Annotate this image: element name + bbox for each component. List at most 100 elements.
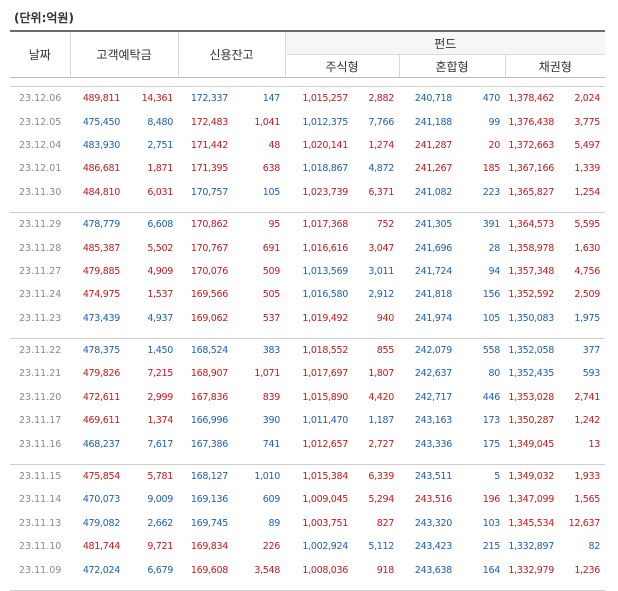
deposit-value: 474,975 bbox=[82, 289, 120, 301]
credit-change: 1,071 bbox=[254, 368, 281, 380]
stock-value: 1,012,375 bbox=[302, 116, 349, 128]
credit-change: 95 bbox=[268, 219, 281, 231]
credit-change: 839 bbox=[262, 391, 281, 403]
date-cell: 23.11.16 bbox=[19, 438, 62, 450]
deposit-value: 483,930 bbox=[82, 139, 120, 151]
deposit-value: 475,450 bbox=[82, 116, 120, 128]
mixed-change: 173 bbox=[482, 415, 501, 427]
credit-value: 171,395 bbox=[190, 163, 229, 175]
stock-change: 918 bbox=[376, 564, 395, 576]
deposit-change: 7,617 bbox=[147, 438, 174, 450]
bond-change: 82 bbox=[588, 541, 601, 553]
date-cell: 23.11.23 bbox=[19, 312, 62, 324]
credit-value: 170,767 bbox=[190, 242, 229, 254]
stock-value: 1,009,045 bbox=[302, 494, 349, 506]
mixed-change: 223 bbox=[482, 186, 501, 198]
credit-value: 169,062 bbox=[190, 312, 229, 324]
header-deposit: 고객예탁금 bbox=[69, 30, 179, 78]
table-row: 23.11.15 475,854 5,781 168,127 1,010 1,015,38… bbox=[10, 464, 605, 488]
credit-value: 167,386 bbox=[190, 438, 229, 450]
date-cell: 23.11.17 bbox=[19, 415, 62, 427]
bond-change: 5,497 bbox=[574, 139, 601, 151]
bond-value: 1,376,438 bbox=[508, 116, 555, 128]
mixed-value: 243,336 bbox=[414, 438, 453, 450]
table-row: 23.11.22 478,375 1,450 168,524 383 1,018,552 8… bbox=[10, 338, 605, 362]
bond-value: 1,349,032 bbox=[508, 471, 555, 483]
stock-value: 1,018,867 bbox=[302, 163, 349, 175]
deposit-change: 2,662 bbox=[147, 517, 174, 529]
separator-cell bbox=[10, 581, 606, 591]
stock-value: 1,017,697 bbox=[302, 368, 349, 380]
header-stock: 주식형 bbox=[284, 54, 400, 78]
mixed-value: 243,163 bbox=[414, 415, 453, 427]
stock-value: 1,011,470 bbox=[302, 415, 349, 427]
stock-change: 5,112 bbox=[368, 541, 395, 553]
bond-value: 1,364,573 bbox=[508, 219, 555, 231]
deposit-change: 9,009 bbox=[147, 494, 174, 506]
separator-cell bbox=[10, 203, 606, 213]
mixed-change: 446 bbox=[482, 391, 501, 403]
header-mixed: 혼합형 bbox=[398, 54, 506, 78]
credit-value: 169,136 bbox=[190, 494, 229, 506]
stock-change: 3,011 bbox=[368, 265, 395, 277]
date-cell: 23.12.04 bbox=[19, 139, 62, 151]
bond-change: 1,630 bbox=[574, 242, 601, 254]
date-cell: 23.11.09 bbox=[19, 564, 62, 576]
bond-change: 1,975 bbox=[574, 312, 601, 324]
credit-value: 169,834 bbox=[190, 541, 229, 553]
mixed-change: 215 bbox=[482, 541, 501, 553]
group-separator bbox=[10, 455, 606, 465]
credit-change: 537 bbox=[262, 312, 281, 324]
stock-value: 1,003,751 bbox=[302, 517, 349, 529]
mixed-change: 28 bbox=[488, 242, 501, 254]
table-row: 23.11.28 485,387 5,502 170,767 691 1,016,616 3… bbox=[10, 236, 605, 259]
date-cell: 23.11.28 bbox=[19, 242, 62, 254]
bond-value: 1,372,663 bbox=[508, 139, 555, 151]
stock-value: 1,008,036 bbox=[302, 564, 349, 576]
bond-value: 1,352,435 bbox=[508, 368, 555, 380]
mixed-value: 241,188 bbox=[414, 116, 453, 128]
mixed-change: 558 bbox=[482, 345, 501, 357]
bond-change: 1,254 bbox=[574, 186, 601, 198]
mixed-value: 241,724 bbox=[414, 265, 453, 277]
deposit-value: 468,237 bbox=[82, 438, 120, 450]
deposit-value: 470,073 bbox=[82, 494, 120, 506]
bond-value: 1,349,045 bbox=[508, 438, 555, 450]
stock-value: 1,023,739 bbox=[302, 186, 349, 198]
deposit-value: 473,439 bbox=[82, 312, 120, 324]
table-row: 23.11.17 469,611 1,374 166,996 390 1,011,470 1… bbox=[10, 409, 605, 432]
stock-change: 940 bbox=[376, 312, 395, 324]
bond-change: 593 bbox=[582, 368, 601, 380]
mixed-change: 185 bbox=[482, 163, 501, 175]
bond-change: 13 bbox=[588, 438, 601, 450]
bond-change: 1,339 bbox=[574, 163, 601, 175]
mixed-change: 5 bbox=[494, 471, 501, 483]
stock-value: 1,015,384 bbox=[302, 471, 349, 483]
deposit-change: 1,374 bbox=[147, 415, 174, 427]
stock-change: 6,339 bbox=[368, 471, 395, 483]
table-row: 23.12.04 483,930 2,751 171,442 48 1,020,141 1,… bbox=[10, 134, 605, 157]
bond-value: 1,350,287 bbox=[508, 415, 555, 427]
date-cell: 23.11.10 bbox=[19, 541, 62, 553]
credit-value: 171,442 bbox=[190, 139, 229, 151]
deposit-change: 7,215 bbox=[147, 368, 174, 380]
mixed-value: 240,718 bbox=[414, 93, 453, 105]
mixed-change: 94 bbox=[488, 265, 501, 277]
mixed-value: 242,079 bbox=[414, 345, 453, 357]
separator-cell bbox=[10, 329, 606, 339]
bond-value: 1,365,827 bbox=[508, 186, 555, 198]
mixed-change: 105 bbox=[482, 312, 501, 324]
deposit-value: 478,779 bbox=[82, 219, 120, 231]
mixed-change: 175 bbox=[482, 438, 501, 450]
table-row: 23.11.16 468,237 7,617 167,386 741 1,012,657 2… bbox=[10, 432, 605, 455]
table-row: 23.11.20 472,611 2,999 167,836 839 1,015,890 4… bbox=[10, 386, 605, 409]
date-cell: 23.12.06 bbox=[19, 93, 62, 105]
deposit-change: 2,751 bbox=[147, 139, 174, 151]
stock-value: 1,015,257 bbox=[302, 93, 349, 105]
credit-change: 89 bbox=[268, 517, 281, 529]
deposit-change: 6,031 bbox=[147, 186, 174, 198]
deposit-change: 5,502 bbox=[147, 242, 174, 254]
bond-change: 5,595 bbox=[574, 219, 601, 231]
credit-change: 48 bbox=[268, 139, 281, 151]
bond-value: 1,367,166 bbox=[508, 163, 555, 175]
